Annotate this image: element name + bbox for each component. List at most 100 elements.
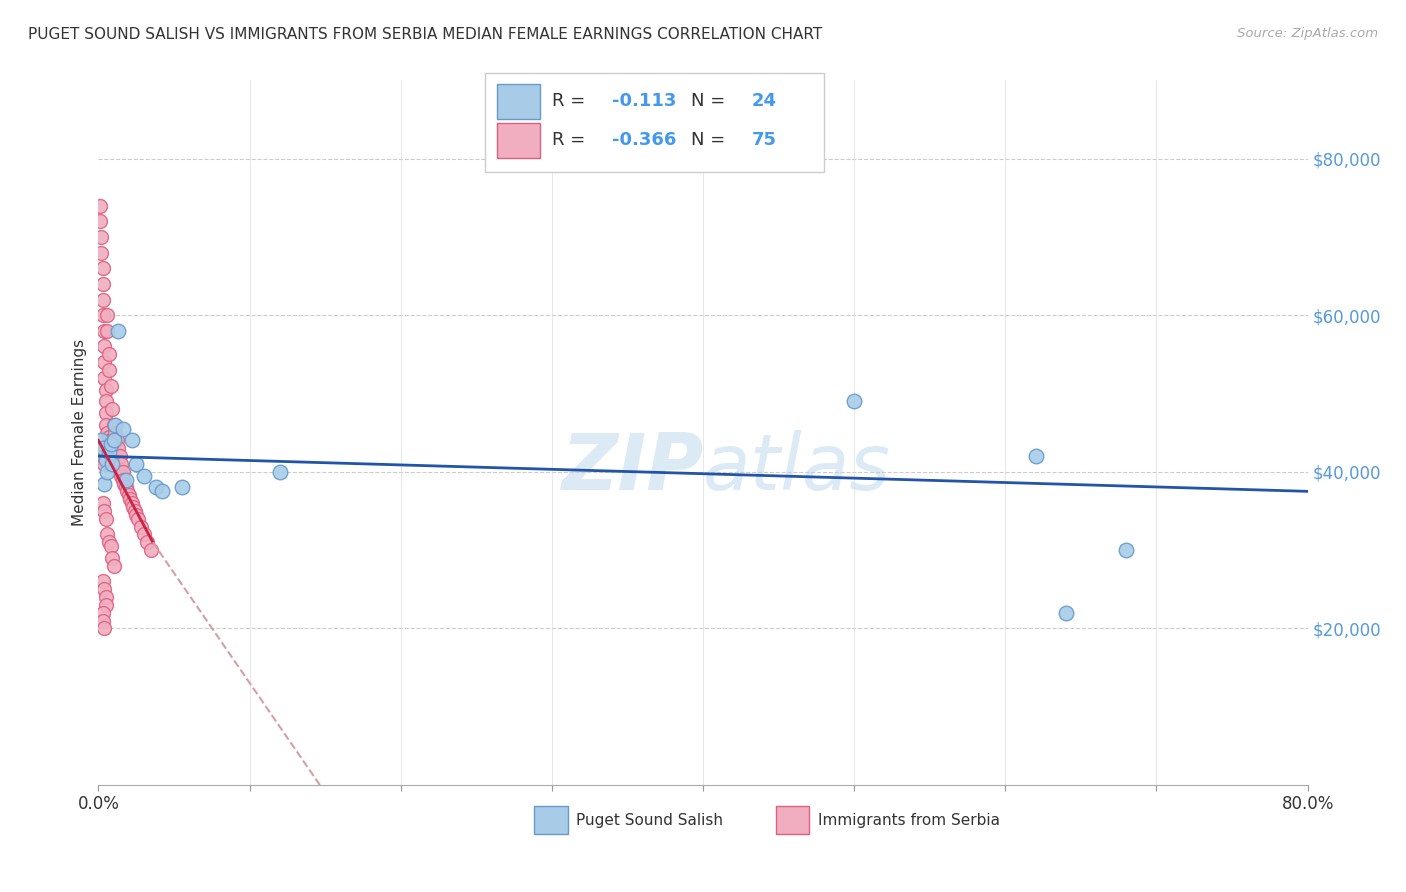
Point <box>91 496 114 510</box>
Point <box>94 383 117 397</box>
Point <box>91 606 114 620</box>
Point <box>91 261 114 276</box>
Point <box>89 198 111 212</box>
Point <box>120 492 142 507</box>
Point <box>94 512 117 526</box>
Point <box>94 417 117 432</box>
Point <box>100 437 122 451</box>
Point <box>103 445 125 459</box>
Point <box>125 508 148 522</box>
Point <box>96 425 118 440</box>
Point <box>93 339 115 353</box>
Point <box>1024 449 1046 463</box>
Point <box>269 465 291 479</box>
Text: -0.113: -0.113 <box>613 93 676 111</box>
Point <box>98 347 121 361</box>
Point <box>94 453 117 467</box>
Point <box>111 465 134 479</box>
Point <box>90 230 112 244</box>
Text: ZIP: ZIP <box>561 430 703 506</box>
Point <box>125 457 148 471</box>
Point <box>111 473 134 487</box>
Point <box>115 484 138 499</box>
Point <box>122 500 145 514</box>
Point <box>96 324 118 338</box>
Point <box>93 476 115 491</box>
Point <box>103 434 125 448</box>
Point <box>121 496 143 510</box>
Point <box>91 277 114 291</box>
Point <box>124 504 146 518</box>
Point <box>145 480 167 494</box>
Text: 75: 75 <box>751 131 776 149</box>
Point <box>121 434 143 448</box>
Point <box>94 598 117 612</box>
Text: 24: 24 <box>751 93 776 111</box>
Point <box>91 614 114 628</box>
Text: atlas: atlas <box>703 430 891 506</box>
Point <box>94 394 117 409</box>
Point <box>101 442 124 456</box>
Point <box>90 245 112 260</box>
Point <box>127 512 149 526</box>
Point <box>114 480 136 494</box>
Text: Puget Sound Salish: Puget Sound Salish <box>576 813 723 828</box>
Point <box>104 425 127 440</box>
Point <box>91 574 114 589</box>
Point <box>96 465 118 479</box>
Point <box>110 468 132 483</box>
Point <box>108 449 131 463</box>
Point <box>132 527 155 541</box>
Point <box>94 590 117 604</box>
Point <box>94 406 117 420</box>
Y-axis label: Median Female Earnings: Median Female Earnings <box>72 339 87 526</box>
Point <box>101 402 124 417</box>
Point <box>107 460 129 475</box>
Bar <box>498 84 540 119</box>
Text: N =: N = <box>690 93 731 111</box>
Point <box>135 535 157 549</box>
Point <box>90 434 112 448</box>
Point <box>96 527 118 541</box>
Point <box>105 457 128 471</box>
Text: R =: R = <box>551 131 591 149</box>
Text: R =: R = <box>551 93 591 111</box>
Point <box>100 539 122 553</box>
Point <box>91 449 114 463</box>
Point <box>93 371 115 385</box>
Text: -0.366: -0.366 <box>613 131 676 149</box>
Point <box>107 442 129 456</box>
Bar <box>498 122 540 158</box>
Point <box>93 504 115 518</box>
Text: Immigrants from Serbia: Immigrants from Serbia <box>818 813 1000 828</box>
Point <box>98 363 121 377</box>
Point <box>108 465 131 479</box>
Point <box>98 535 121 549</box>
Point <box>105 434 128 448</box>
Point <box>844 394 866 409</box>
Point <box>118 488 141 502</box>
Point <box>107 324 129 338</box>
Point <box>110 457 132 471</box>
Point <box>114 473 136 487</box>
Point <box>93 582 115 597</box>
Point <box>91 293 114 307</box>
Point <box>112 476 135 491</box>
Bar <box>776 806 810 834</box>
Point <box>98 429 121 443</box>
Point <box>90 442 112 456</box>
Point <box>98 437 121 451</box>
Point <box>98 445 121 459</box>
Point <box>96 308 118 322</box>
Point <box>93 457 115 471</box>
Point <box>101 550 124 565</box>
Point <box>111 422 134 436</box>
Point <box>93 324 115 338</box>
Point <box>170 480 193 494</box>
Point <box>93 355 115 369</box>
Point <box>100 434 122 448</box>
Point <box>104 453 127 467</box>
Point <box>100 442 122 456</box>
Point <box>100 378 122 392</box>
Point <box>91 442 114 456</box>
